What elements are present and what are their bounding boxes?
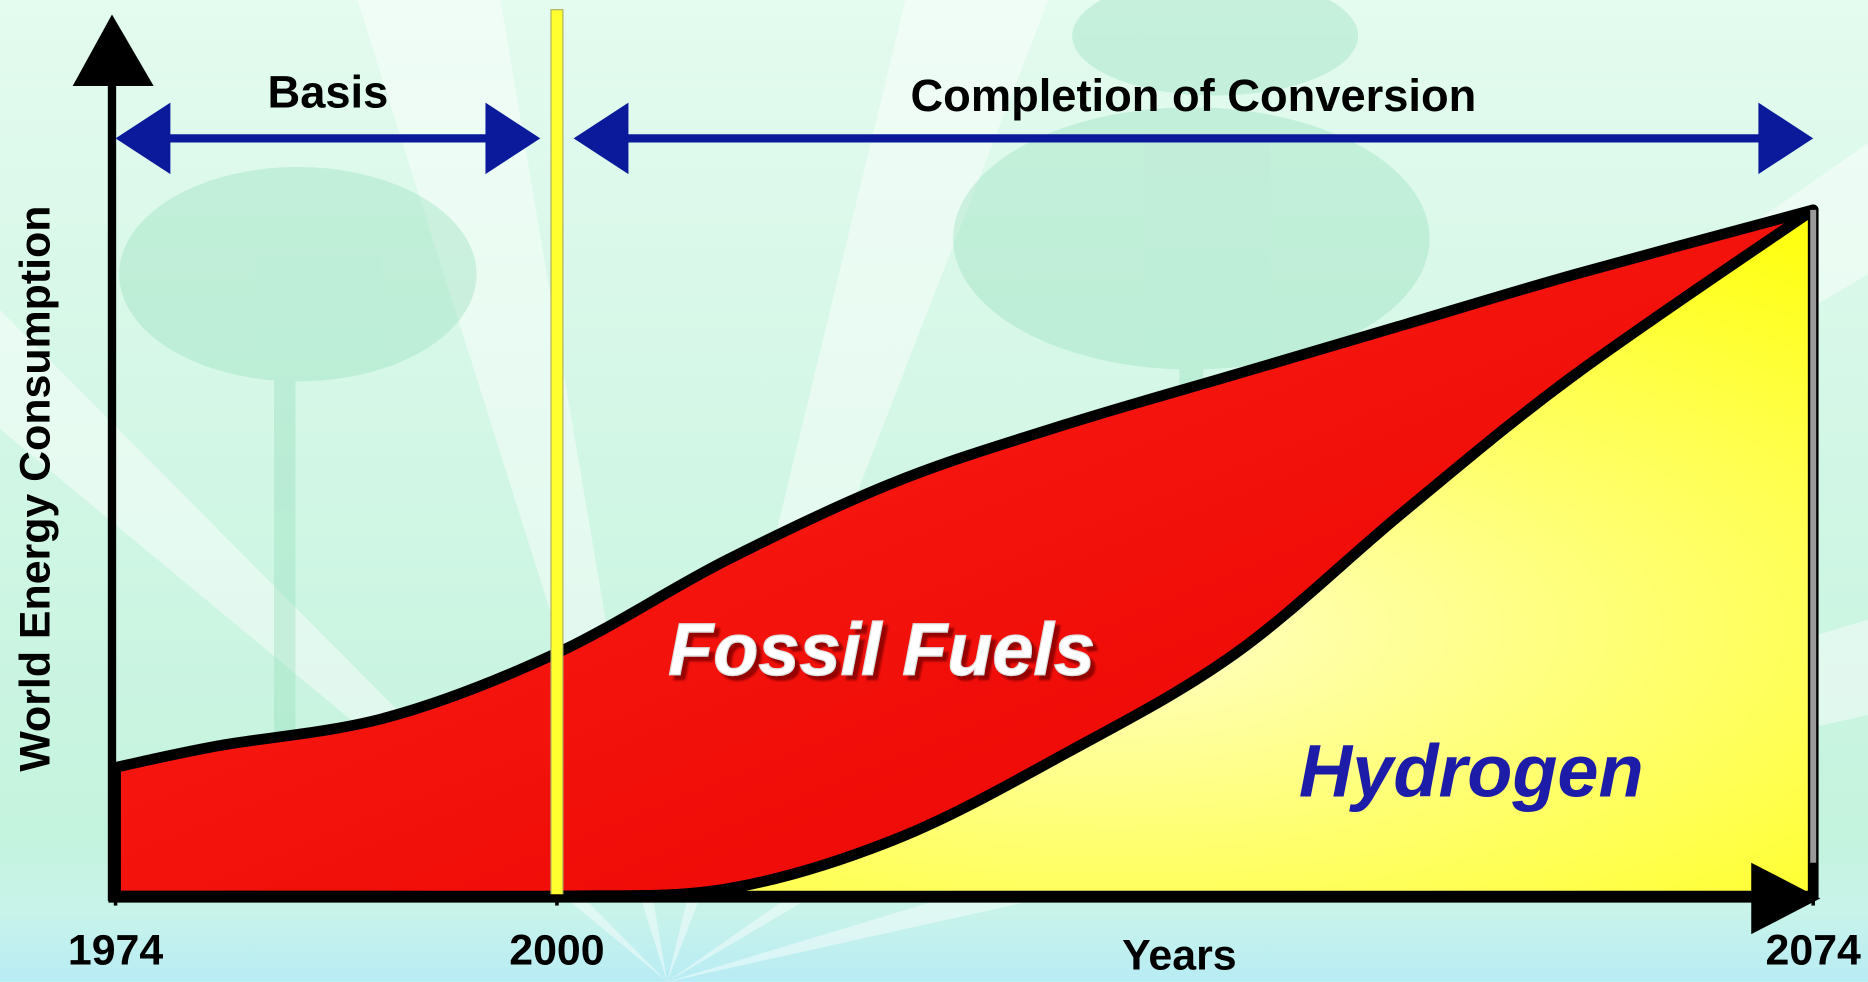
x-tick-label: 2000: [509, 927, 604, 975]
series-label: Hydrogen: [1299, 729, 1644, 812]
annotation-label: Completion of Conversion: [910, 70, 1476, 121]
x-tick-label: 1974: [68, 927, 164, 975]
y-axis-label: World Energy Consumption: [11, 206, 59, 772]
chart: 1974 2000 2074 Basis Completion of Conversio…: [0, 0, 1868, 982]
annotation-label: Basis: [268, 66, 389, 117]
x-tick-label: 2074: [1766, 927, 1862, 975]
series-label: Fossil Fuels: [668, 608, 1095, 691]
x-axis-label: Years: [1122, 931, 1236, 979]
divider-line: [551, 10, 563, 901]
page: {"chart_data": { "type": "area", "stacke…: [0, 0, 1868, 982]
